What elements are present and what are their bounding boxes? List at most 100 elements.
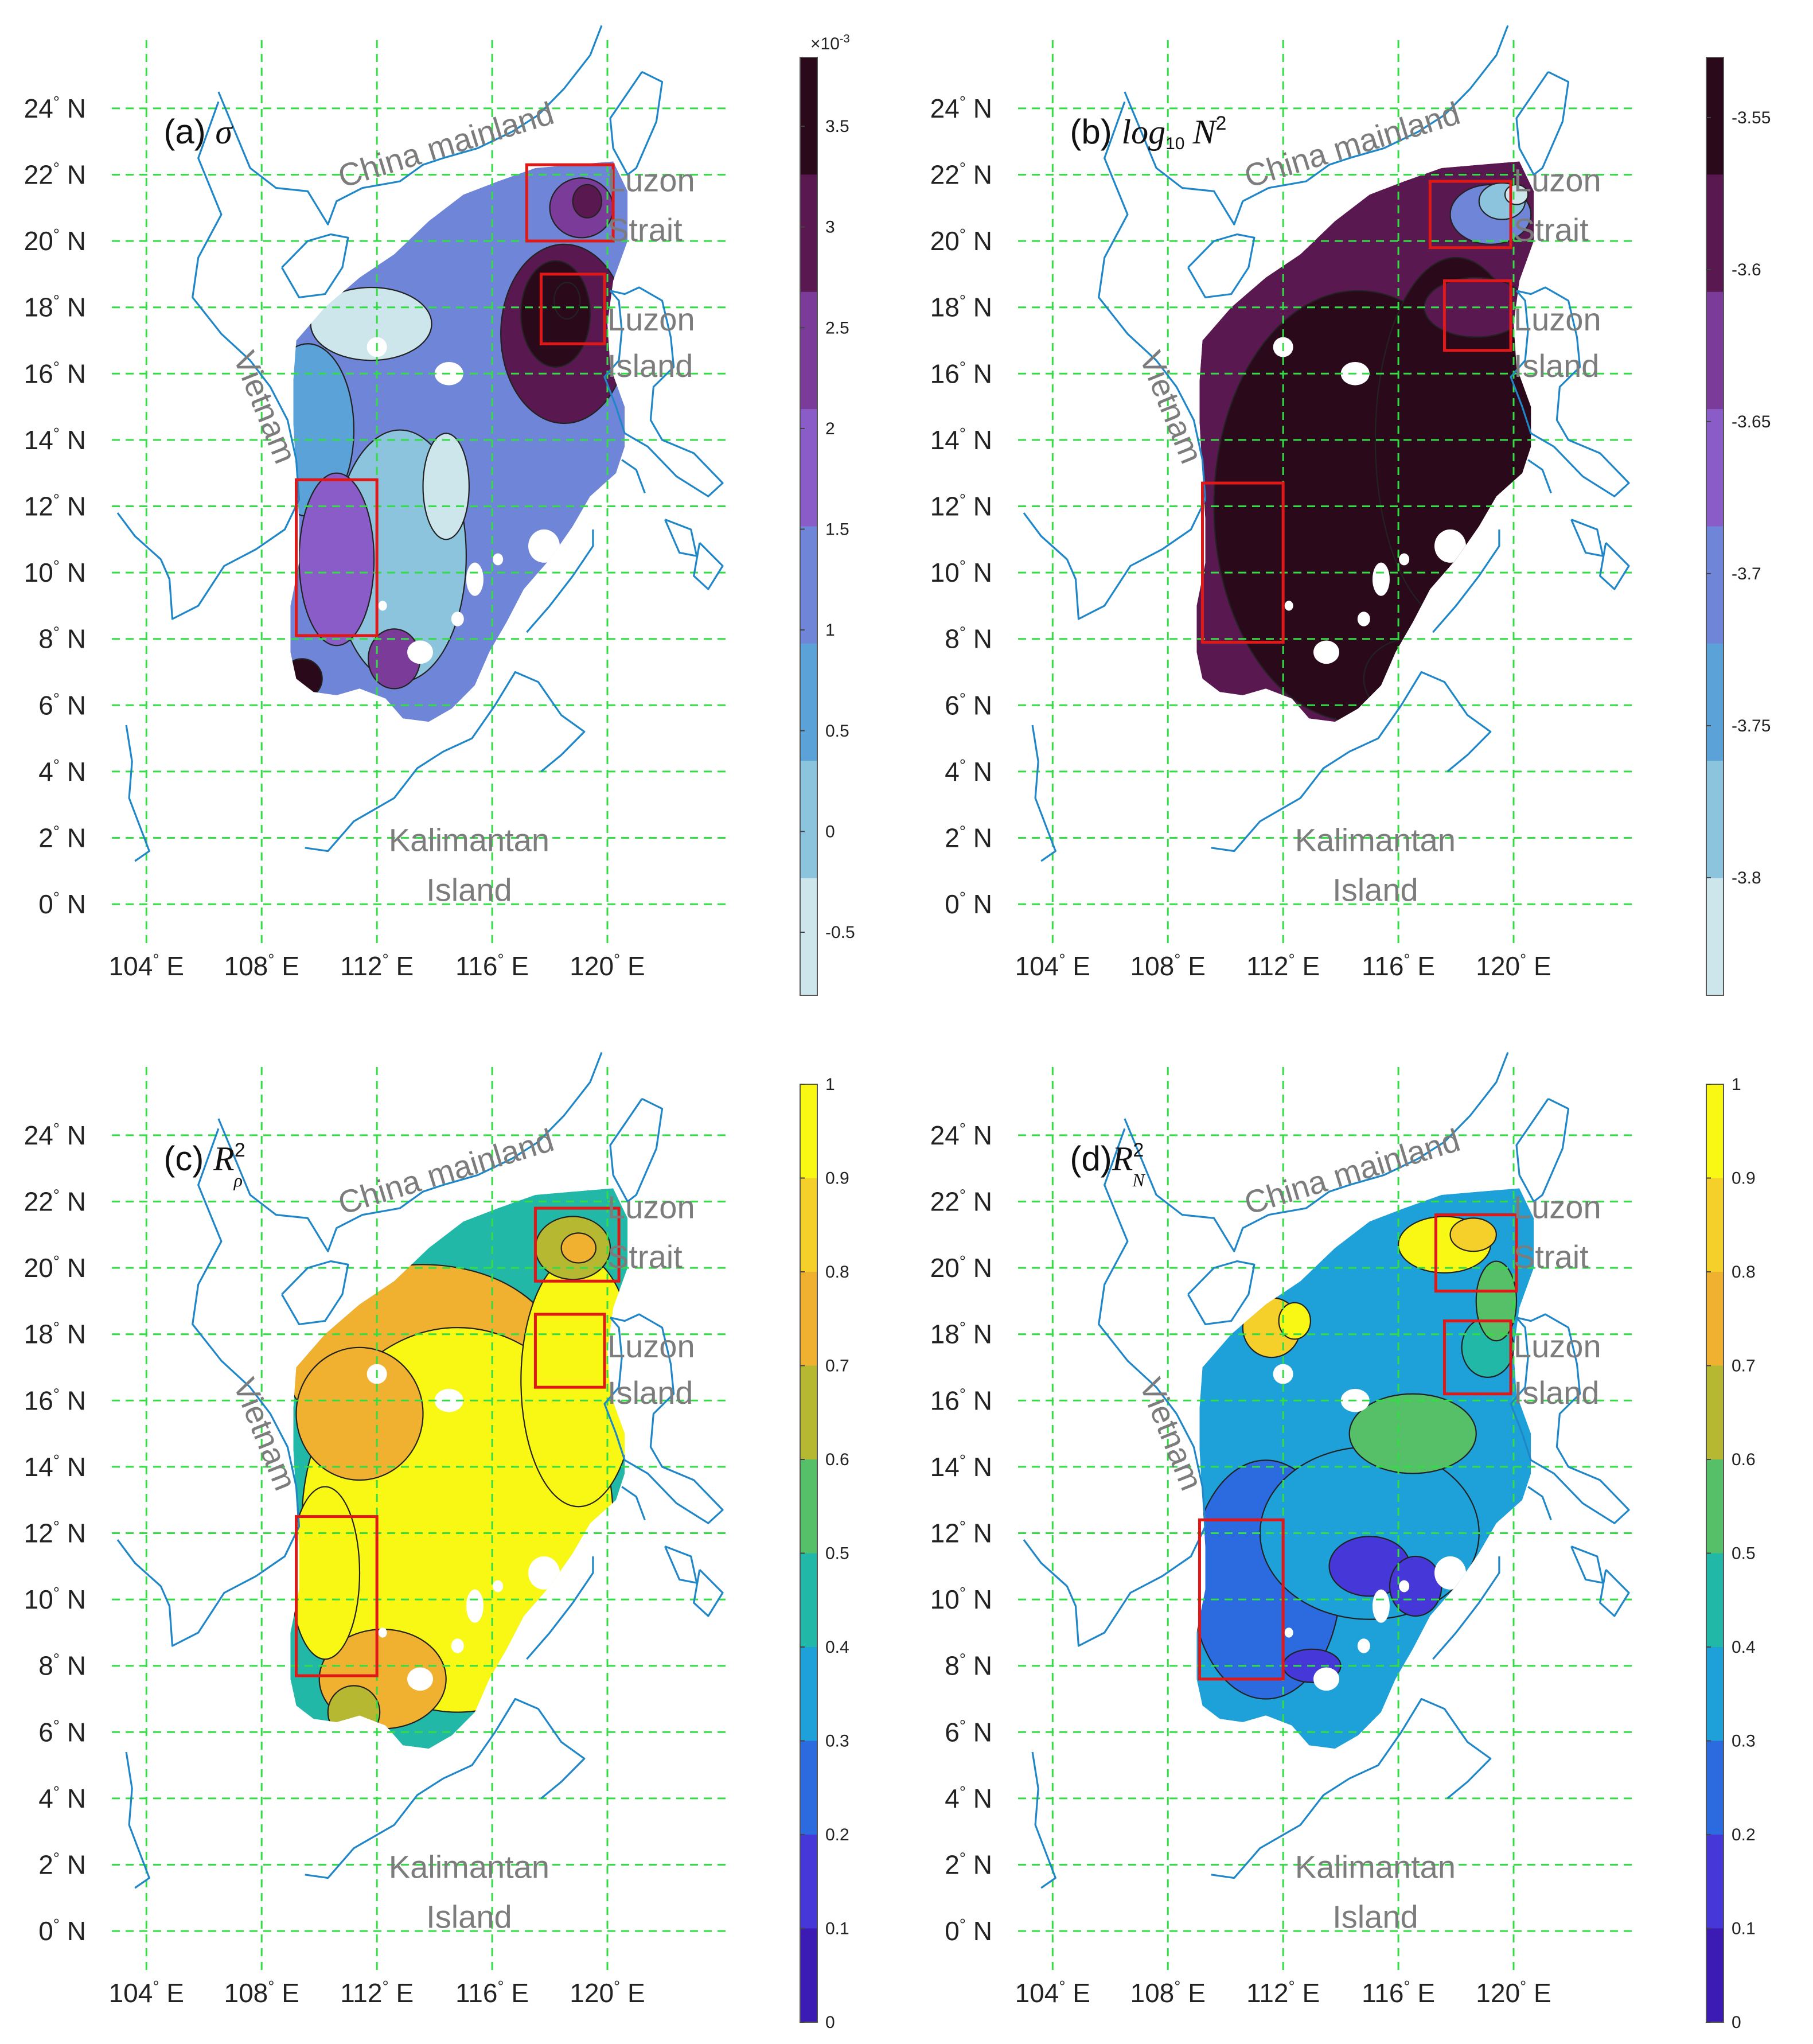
colorbar-segment [1706,761,1724,879]
contour-line [520,260,591,368]
lat-tick-label: 12° N [24,1518,86,1548]
lat-tick-label: 20° N [930,1252,992,1283]
colorbar-tick-label: 0.7 [825,1357,849,1376]
missing-data-patch [378,1628,387,1638]
lat-tick-label: 12° N [930,491,992,521]
lat-tick-label: 20° N [930,225,992,256]
colorbar-segment [800,409,817,527]
colorbar-segment [1706,643,1724,762]
label-vietnam: Vietnam [227,346,304,468]
contour-line [1348,1393,1477,1474]
colorbar-segment [1706,878,1724,996]
lat-tick-label: 8° N [38,624,86,654]
lat-tick-label: 10° N [24,557,86,587]
lat-tick-label: 4° N [38,756,86,787]
contour-region [554,282,580,319]
colorbar-tick-label: 1 [825,1075,835,1094]
missing-data-patch [407,640,433,664]
panel-title: (a) σ [163,112,233,151]
colorbar-tick-label: 0.5 [825,722,849,741]
coastline [116,512,162,560]
lon-tick-label: 108° E [224,951,299,981]
panel-title: (c) R2 ρ [163,1139,245,1190]
lat-tick-label: 22° N [24,159,86,190]
coastline [609,1097,664,1203]
missing-data-patch [451,1638,464,1653]
lat-tick-label: 14° N [24,425,86,455]
colorbar-segment [1706,1084,1724,1179]
lat-tick-label: 22° N [24,1186,86,1217]
colorbar-tick-label: 0.1 [825,1920,849,1938]
colorbar-tick-label: 0 [825,2013,835,2032]
coastline [693,542,724,590]
contour-region [368,629,420,689]
lat-tick-label: 18° N [930,1319,992,1349]
coastline [1031,725,1056,862]
label-luzon-strait-2: Strait [1514,1239,1589,1275]
region-box [294,1515,379,1677]
panel-d-svg: 24° N22° N20° N18° N16° N14° N12° N10° N… [930,1052,1756,2032]
colorbar-tick-label: -3.7 [1732,564,1761,583]
panel-title: (d)R2 N [1070,1139,1145,1190]
colorbar-segment [1706,1459,1724,1554]
coastline [1510,1313,1630,1524]
panel-c-svg: 24° N22° N20° N18° N16° N14° N12° N10° N… [24,1052,849,2032]
colorbar-multiplier: ×10-3 [810,33,850,53]
colorbar-tick-label: 0.5 [825,1544,849,1563]
colorbar-segment [1706,409,1724,527]
lon-tick-label: 104° E [1015,1977,1090,2008]
lat-tick-label: 18° N [24,292,86,322]
colorbar-segment [800,643,817,762]
colorbar-tick-label: 0.5 [1732,1544,1756,1563]
label-luzon-strait-1: Luzon [607,162,695,198]
colorbar-tick-label: 0.3 [1732,1732,1756,1751]
coastline [1211,671,1492,852]
contour-region [1349,1393,1476,1474]
lon-tick-label: 108° E [1130,951,1206,981]
coastline [1124,1052,1509,1252]
label-luzon-strait-2: Strait [607,1239,683,1275]
colorbar-segment [800,1928,817,2023]
region-box [1442,1319,1512,1396]
contour-line [1449,1217,1497,1252]
lat-tick-label: 16° N [24,1385,86,1415]
label-kalimantan-1: Kalimantan [1295,822,1456,858]
colorbar-tick-label: 0 [1732,2013,1741,2032]
lat-tick-label: 6° N [945,1716,992,1747]
lon-tick-label: 104° E [109,1977,184,2008]
lat-tick-label: 8° N [945,624,992,654]
lat-tick-label: 18° N [930,292,992,322]
lon-tick-label: 120° E [570,1977,645,2008]
missing-data-patch [378,601,387,611]
colorbar-segment [1706,291,1724,410]
lat-tick-label: 2° N [945,1850,992,1880]
label-kalimantan-2: Island [1332,871,1418,908]
colorbar-segment [800,291,817,410]
colorbar-tick-label: 0.4 [1732,1638,1756,1657]
field-fill [1196,1188,1534,1749]
contour-line [1475,1260,1518,1342]
lat-tick-label: 4° N [945,1783,992,1813]
coastline [1527,1486,1552,1520]
missing-data-patch [1313,640,1339,664]
colorbar-segment [1706,1272,1724,1366]
lon-tick-label: 112° E [1246,1977,1320,2008]
coastline [526,530,594,633]
coastline [125,725,150,862]
colorbar-tick-label: 0.6 [1732,1450,1756,1469]
coastline [217,25,603,225]
colorbar-segment [800,1459,817,1554]
colorbar-tick-label: 0.1 [1732,1920,1756,1938]
coastline [1570,1545,1604,1584]
coastline [305,1698,586,1879]
colorbar-tick-label: -3.65 [1732,412,1771,431]
label-kalimantan-1: Kalimantan [389,1849,549,1885]
lon-tick-label: 112° E [1246,951,1320,981]
lon-tick-label: 116° E [455,1977,529,2008]
panel-b-svg: 24° N 22° N 20° N 18° N 16° N 14° N 12° N 10° N… [930,25,1771,996]
field-fill [290,1188,628,1749]
label-vietnam: Vietnam [227,1373,304,1495]
coastline [621,1486,646,1520]
label-luzon-island-2: Island [1514,1375,1599,1411]
missing-data-patch [493,1580,504,1593]
